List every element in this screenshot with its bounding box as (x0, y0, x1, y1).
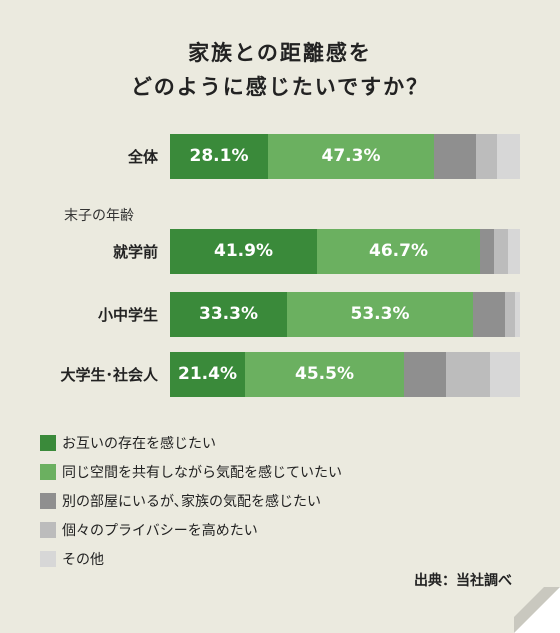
bar-segment-preschool-1 (170, 229, 317, 274)
bar-segment-overall-4 (476, 134, 497, 179)
bar-segment-preschool-5 (508, 229, 520, 274)
legend-item-4: 個々のプライバシーを高めたい (40, 515, 342, 544)
legend-label-5: その他 (62, 551, 104, 568)
bar-segment-overall-2 (268, 134, 434, 179)
bar-segment-school-age-4 (505, 292, 515, 337)
legend-swatch-4 (40, 521, 56, 538)
legend-swatch-5 (40, 550, 56, 567)
bar-segment-overall-5 (497, 134, 520, 179)
row-label-school-age: 小中学生 (97, 306, 158, 324)
title-line-1: 家族との距離感を (188, 41, 372, 65)
bar-segment-adult-children-2 (245, 352, 404, 397)
bar-segment-school-age-2 (287, 292, 473, 337)
data-label-overall-1: 28.1% (189, 146, 249, 166)
legend-label-3: 別の部屋にいるが､家族の気配を感じたい (62, 493, 321, 510)
bar-segment-school-age-1 (170, 292, 287, 337)
data-label-adult-children-1: 21.4% (178, 364, 237, 384)
data-label-overall-2: 47.3% (321, 146, 381, 166)
legend-item-1: お互いの存在を感じたい (40, 428, 342, 457)
legend-swatch-3 (40, 492, 56, 509)
bar-segment-preschool-3 (480, 229, 494, 274)
source-note: 出典：当社調べ (414, 573, 512, 589)
data-label-preschool-1: 41.9% (214, 241, 273, 261)
bar-segment-overall-1 (170, 134, 268, 179)
legend-item-2: 同じ空間を共有しながら気配を感じていたい (40, 457, 342, 486)
row-label-adult-children: 大学生･社会人 (60, 366, 158, 384)
bar-segment-adult-children-3 (404, 352, 446, 397)
row-label-overall: 全体 (127, 148, 158, 166)
bar-segment-school-age-3 (473, 292, 505, 337)
legend-label-1: お互いの存在を感じたい (62, 435, 216, 452)
bar-adult-children: 21.4% 45.5% (170, 352, 520, 397)
section-label-youngest-child-age: 末子の年齢 (64, 208, 134, 224)
bar-segment-preschool-2 (317, 229, 480, 274)
legend-label-2: 同じ空間を共有しながら気配を感じていたい (62, 464, 342, 481)
legend-label-4: 個々のプライバシーを高めたい (62, 522, 258, 539)
bar-preschool: 41.9% 46.7% (170, 229, 520, 274)
legend-swatch-2 (40, 463, 56, 480)
bar-segment-preschool-4 (494, 229, 508, 274)
page-curl-decoration (514, 587, 560, 633)
bar-segment-adult-children-1 (170, 352, 245, 397)
bar-segment-adult-children-4 (446, 352, 490, 397)
legend: お互いの存在を感じたい同じ空間を共有しながら気配を感じていたい 別の部屋にいるが､… (40, 428, 342, 573)
data-label-preschool-2: 46.7% (369, 241, 428, 261)
legend-item-5: その他 (40, 544, 342, 573)
bar-overall: 28.1% 47.3% (170, 134, 520, 179)
data-label-school-age-2: 53.3% (350, 304, 410, 324)
legend-swatch-1 (40, 434, 56, 451)
legend-item-3: 別の部屋にいるが､家族の気配を感じたい (40, 486, 342, 515)
bar-segment-school-age-5 (515, 292, 520, 337)
title-line-2: どのように感じたいですか？ (130, 75, 430, 99)
bar-segment-adult-children-5 (490, 352, 520, 397)
chart-title: 家族との距離感を どのように感じたいですか？ (0, 36, 560, 104)
row-label-preschool: 就学前 (112, 243, 158, 261)
bar-school-age: 33.3% 53.3% (170, 292, 520, 337)
bar-segment-overall-3 (434, 134, 476, 179)
data-label-school-age-1: 33.3% (199, 304, 258, 324)
data-label-adult-children-2: 45.5% (295, 364, 354, 384)
